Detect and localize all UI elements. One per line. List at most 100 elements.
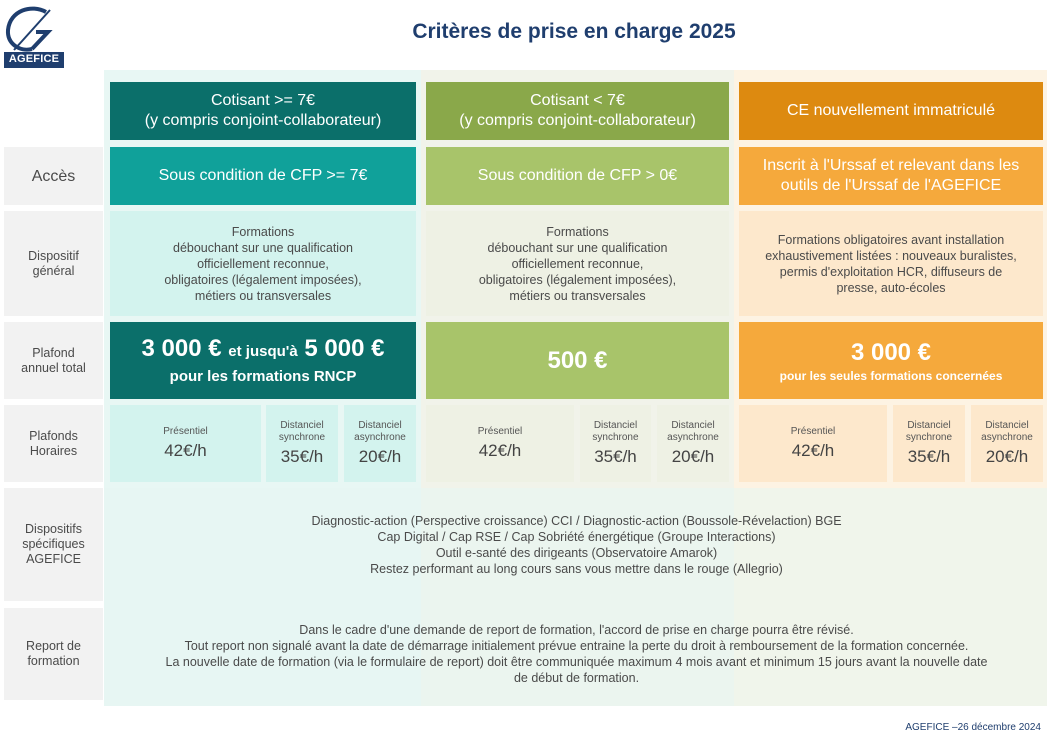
column-header-ce-nouvellement-immatricule: CE nouvellement immatriculé xyxy=(739,82,1043,140)
page-title: Critères de prise en charge 2025 xyxy=(412,20,736,43)
rate-value: 35€/h xyxy=(907,446,951,466)
agefice-logo: AGEFICE xyxy=(2,2,64,68)
shared-rows-wash xyxy=(104,488,1047,706)
row-label-line: formation xyxy=(27,654,80,668)
text-line: permis d'exploitation HCR, diffuseurs de xyxy=(779,264,1003,279)
text-line: Cap Digital / Cap RSE / Cap Sobriété éne… xyxy=(377,529,776,544)
rate-value: 35€/h xyxy=(280,446,324,466)
plafond-subtitle: pour les seules formations concernées xyxy=(779,368,1003,383)
rate-value: 42€/h xyxy=(791,440,835,460)
text-line: Dans le cadre d'une demande de report de… xyxy=(299,623,854,637)
row-label-line: spécifiques xyxy=(22,537,85,551)
rate-presentiel-cell-3: Présentiel 42€/h xyxy=(739,405,887,482)
rate-label: synchrone xyxy=(278,431,326,443)
rate-label: Distanciel xyxy=(593,419,638,431)
plafond-amount-max: 5 000 € xyxy=(304,335,385,362)
row-label-acces: Accès xyxy=(4,147,103,205)
row-label-plafond-annuel: Plafond annuel total xyxy=(4,322,103,399)
plafond-cell-1: 3 000 € et jusqu'à 5 000 € pour les form… xyxy=(110,322,416,399)
row-label-report-formation: Report de formation xyxy=(4,608,103,700)
rate-label: asynchrone xyxy=(667,431,719,443)
text-line: obligatoires (légalement imposées), xyxy=(478,272,677,287)
row-label-plafonds-horaires: Plafonds Horaires xyxy=(4,405,103,482)
rate-label: Distanciel xyxy=(358,419,402,431)
row-label-line: Plafond xyxy=(32,345,75,360)
acces-cell-3: Inscrit à l'Urssaf et relevant dans les … xyxy=(739,147,1043,205)
text-line: Diagnostic-action (Perspective croissanc… xyxy=(311,513,842,528)
text-line: débouchant sur une qualification xyxy=(173,240,353,255)
plafond-cell-3: 3 000 € pour les seules formations conce… xyxy=(739,322,1043,399)
text-line: métiers ou transversales xyxy=(194,288,332,303)
text-line: Formations xyxy=(231,224,295,239)
column-header-line1: CE nouvellement immatriculé xyxy=(786,102,996,119)
text-line: officiellement reconnue, xyxy=(511,256,644,271)
row-label-line: Dispositifs xyxy=(25,522,82,536)
column-header-cotisant-moins-7: Cotisant < 7€ (y compris conjoint-collab… xyxy=(426,82,729,140)
rate-asynchrone-cell-2: Distanciel asynchrone 20€/h xyxy=(657,405,729,482)
rate-value: 20€/h xyxy=(358,446,402,466)
rate-synchrone-cell-3: Distanciel synchrone 35€/h xyxy=(893,405,965,482)
rate-label: synchrone xyxy=(905,431,953,443)
rate-label: Présentiel xyxy=(477,425,523,437)
rate-value: 42€/h xyxy=(164,440,207,460)
plafond-connector: et jusqu'à xyxy=(228,343,298,360)
column-header-line1: Cotisant >= 7€ xyxy=(210,92,316,109)
text-line: Formations obligatoires avant installati… xyxy=(777,232,1005,247)
rate-value: 35€/h xyxy=(594,446,637,466)
rate-label: synchrone xyxy=(592,431,639,443)
acces-cell-1: Sous condition de CFP >= 7€ xyxy=(110,147,416,205)
plafond-amount-line: 3 000 € et jusqu'à 5 000 € xyxy=(142,334,385,367)
column-header-line2: (y compris conjoint-collaborateur) xyxy=(144,112,382,129)
rate-presentiel-cell-2: Présentiel 42€/h xyxy=(426,405,574,482)
text-line: Outil e-santé des dirigeants (Observatoi… xyxy=(435,545,718,560)
acces-cell-2: Sous condition de CFP > 0€ xyxy=(426,147,729,205)
rate-label: Présentiel xyxy=(790,425,836,437)
agefice-logo-icon xyxy=(2,2,64,68)
rate-synchrone-cell-2: Distanciel synchrone 35€/h xyxy=(580,405,651,482)
row-label-dispositifs-specifiques: Dispositifs spécifiques AGEFICE xyxy=(4,488,103,601)
rate-synchrone-cell-1: Distanciel synchrone 35€/h xyxy=(266,405,338,482)
rate-label: Distanciel xyxy=(280,419,324,431)
report-formation-cell: Dans le cadre d'une demande de report de… xyxy=(110,608,1043,700)
column-header-line2: (y compris conjoint-collaborateur) xyxy=(459,112,696,129)
rate-value: 20€/h xyxy=(985,446,1029,466)
rate-label: Distanciel xyxy=(985,419,1029,431)
dispositifs-specifiques-cell: Diagnostic-action (Perspective croissanc… xyxy=(110,488,1043,601)
text-line: exhaustivement listées : nouveaux burali… xyxy=(765,248,1017,263)
column-header-cotisant-7-plus: Cotisant >= 7€ (y compris conjoint-colla… xyxy=(110,82,416,140)
plafond-amount: 3 000 € xyxy=(141,335,222,362)
rate-label: asynchrone xyxy=(981,431,1033,443)
plafond-subtitle: pour les formations RNCP xyxy=(169,368,357,385)
row-label-line: annuel total xyxy=(21,360,86,375)
rate-value: 42€/h xyxy=(478,440,522,460)
row-label-dispositif-general: Dispositif général xyxy=(4,211,103,316)
row-label-line: Dispositif xyxy=(28,248,79,263)
plafond-amount: 3 000 € xyxy=(850,338,932,366)
rate-label: Distanciel xyxy=(907,419,951,431)
dispositif-cell-1: Formations débouchant sur une qualificat… xyxy=(110,211,416,316)
text-line: presse, auto-écoles xyxy=(836,280,946,295)
rate-asynchrone-cell-1: Distanciel asynchrone 20€/h xyxy=(344,405,416,482)
text-line: Formations xyxy=(546,224,609,239)
column-header-line1: Cotisant < 7€ xyxy=(530,92,625,109)
row-label-line: général xyxy=(32,263,75,278)
rate-value: 20€/h xyxy=(671,446,715,466)
footer-date: AGEFICE –26 décembre 2024 xyxy=(905,722,1041,733)
text-line: métiers ou transversales xyxy=(509,288,646,303)
row-label-line: AGEFICE xyxy=(26,552,81,566)
plafond-cell-2: 500 € xyxy=(426,322,729,399)
row-label-line: Plafonds xyxy=(29,428,78,443)
text-line: Restez performant au long cours sans vou… xyxy=(370,561,783,576)
text-line: La nouvelle date de formation (via le fo… xyxy=(165,655,988,669)
text-line: obligatoires (légalement imposées), xyxy=(164,272,362,287)
rate-label: Distanciel xyxy=(671,419,715,431)
rate-presentiel-cell-1: Présentiel 42€/h xyxy=(110,405,261,482)
row-label-line: Horaires xyxy=(29,443,78,458)
dispositif-cell-2: Formations débouchant sur une qualificat… xyxy=(426,211,729,316)
dispositif-cell-3: Formations obligatoires avant installati… xyxy=(739,211,1043,316)
text-line: Tout report non signalé avant la date de… xyxy=(184,639,969,653)
text-line: de début de formation. xyxy=(513,671,640,685)
logo-text: AGEFICE xyxy=(8,53,60,65)
row-label-line: Report de xyxy=(26,639,81,653)
text-line: officiellement reconnue, xyxy=(197,256,329,271)
